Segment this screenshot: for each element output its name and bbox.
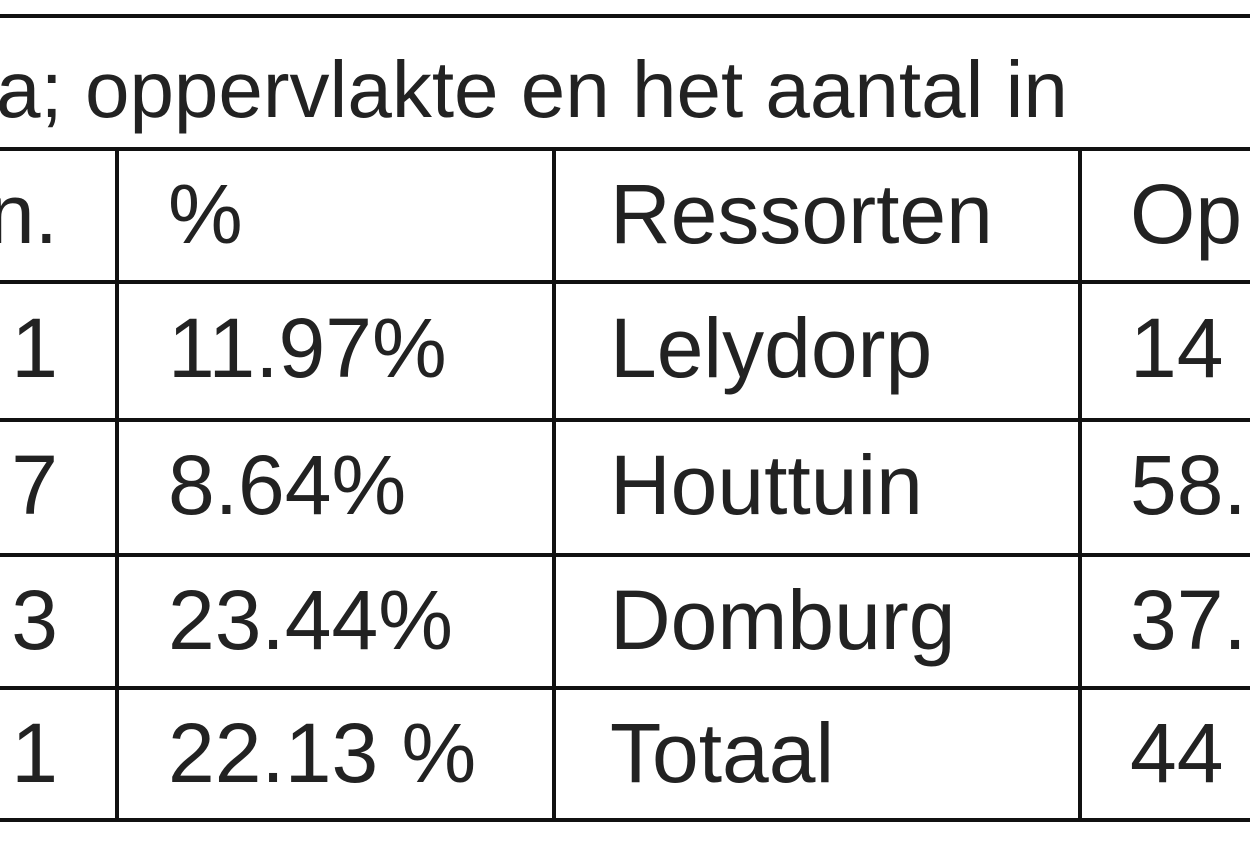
table-cell: Totaal xyxy=(610,706,835,800)
row-line xyxy=(0,418,1250,422)
table-cell: 7 xyxy=(11,438,58,532)
table-caption: a; oppervlakte en het aantal in xyxy=(0,45,1068,134)
table-cell: Domburg xyxy=(610,573,956,667)
table-cell: 23.44% xyxy=(168,573,453,667)
table-cell: 22.13 % xyxy=(168,706,477,800)
header-cell: Op xyxy=(1130,167,1243,261)
top-rule xyxy=(0,14,1250,18)
col-line xyxy=(552,148,556,822)
row-line xyxy=(0,280,1250,284)
row-line xyxy=(0,818,1250,822)
table-cell: 1 xyxy=(11,706,58,800)
table-cell: 3 xyxy=(11,573,58,667)
table-cell: Houttuin xyxy=(610,438,923,532)
table-cell: 44 xyxy=(1130,706,1224,800)
table-cell: 14 xyxy=(1130,301,1224,395)
row-line xyxy=(0,147,1250,151)
table-cell: 58. xyxy=(1130,438,1247,532)
table-cell: Lelydorp xyxy=(610,301,933,395)
table-cell: 1 xyxy=(11,301,58,395)
table-cell: 11.97% xyxy=(168,301,447,395)
col-line xyxy=(1078,148,1082,822)
header-cell: Ressorten xyxy=(610,167,993,261)
row-line xyxy=(0,553,1250,557)
row-line xyxy=(0,686,1250,690)
table-cell: 8.64% xyxy=(168,438,407,532)
header-cell: % xyxy=(168,167,243,261)
header-cell: n. xyxy=(0,167,58,261)
table-cell: 37. xyxy=(1130,573,1247,667)
col-line xyxy=(115,148,119,822)
